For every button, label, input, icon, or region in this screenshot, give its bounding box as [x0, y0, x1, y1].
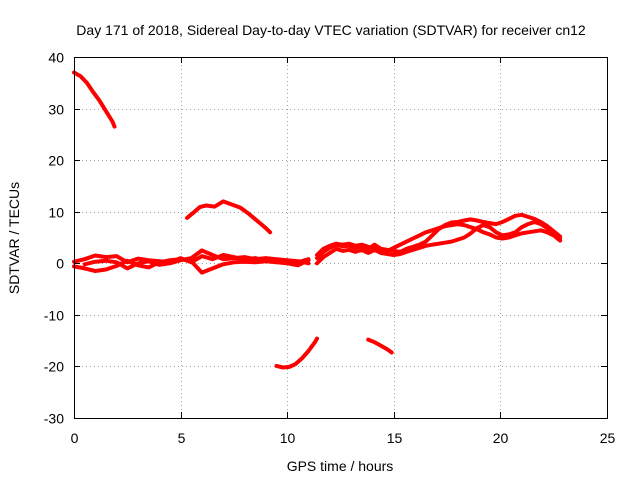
- y-tick-label: 30: [48, 102, 64, 118]
- x-axis-label: GPS time / hours: [287, 458, 394, 474]
- y-tick-label: -30: [44, 411, 64, 427]
- series-arc-negative-rise: [274, 336, 319, 370]
- y-tick-label: -10: [44, 308, 64, 324]
- series-group: [72, 70, 563, 370]
- x-tick-label: 10: [280, 430, 296, 446]
- x-tick-label: 0: [71, 430, 79, 446]
- series-band-late-c: [487, 228, 563, 243]
- ticks: 0 5 10 15 20 25 -30 -20 -10 0 10 20 30 40: [44, 50, 616, 447]
- series-band-mid-c: [315, 222, 492, 257]
- series-band-mid-b: [315, 223, 492, 266]
- series-arc-negative-fall: [366, 337, 394, 355]
- series-band-low-c: [82, 248, 311, 271]
- grid: [74, 57, 607, 418]
- x-tick-label: 5: [178, 430, 186, 446]
- y-tick-label: 40: [48, 50, 64, 66]
- series-band-low-b: [72, 257, 311, 275]
- x-tick-label: 20: [493, 430, 509, 446]
- y-tick-label: 0: [56, 256, 64, 272]
- series-arc-early-high: [72, 70, 117, 129]
- chart-title: Day 171 of 2018, Sidereal Day-to-day VTE…: [76, 22, 586, 38]
- y-tick-label: -20: [44, 359, 64, 375]
- series-band-late-b: [487, 220, 563, 241]
- y-axis-label: SDTVAR / TECUs: [6, 182, 22, 294]
- x-tick-label: 25: [600, 430, 616, 446]
- y-tick-label: 10: [48, 205, 64, 221]
- x-tick-label: 15: [387, 430, 403, 446]
- y-tick-label: 20: [48, 153, 64, 169]
- series-arc-midday-hump: [185, 199, 273, 235]
- plot-frame: [74, 57, 608, 419]
